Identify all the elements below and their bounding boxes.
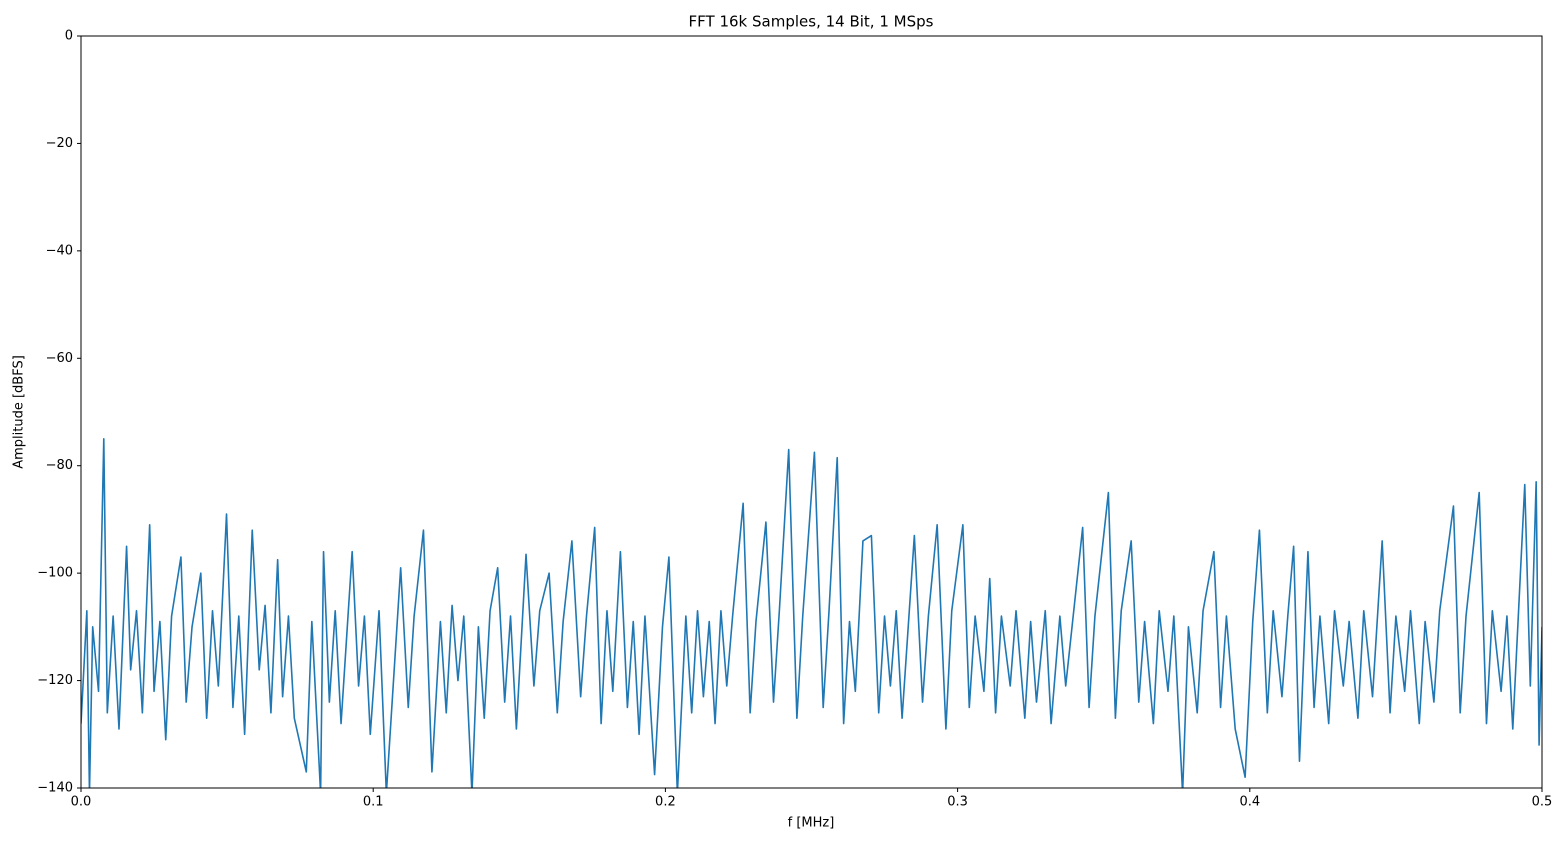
y-tick-label: −120 xyxy=(37,673,73,688)
plot-frame xyxy=(80,35,1543,789)
x-tick-label: 0.0 xyxy=(71,795,92,810)
y-tick-label: −100 xyxy=(37,566,73,581)
x-tick-label: 0.3 xyxy=(947,795,968,810)
x-tick-label: 0.5 xyxy=(1532,795,1553,810)
y-tick-label: −80 xyxy=(46,458,73,473)
x-tick-label: 0.2 xyxy=(655,795,676,810)
chart-title: FFT 16k Samples, 14 Bit, 1 MSps xyxy=(689,13,934,31)
y-tick-label: 0 xyxy=(65,29,73,44)
x-tick-label: 0.4 xyxy=(1239,795,1260,810)
spectrum-line xyxy=(81,438,1542,788)
x-axis-label: f [MHz] xyxy=(788,816,835,831)
x-tick-label: 0.1 xyxy=(363,795,384,810)
y-axis-label: Amplitude [dBFS] xyxy=(12,355,27,469)
y-tick-label: −20 xyxy=(46,136,73,151)
y-tick-label: −60 xyxy=(46,351,73,366)
y-tick-label: −40 xyxy=(46,243,73,258)
y-tick-label: −140 xyxy=(37,781,73,796)
